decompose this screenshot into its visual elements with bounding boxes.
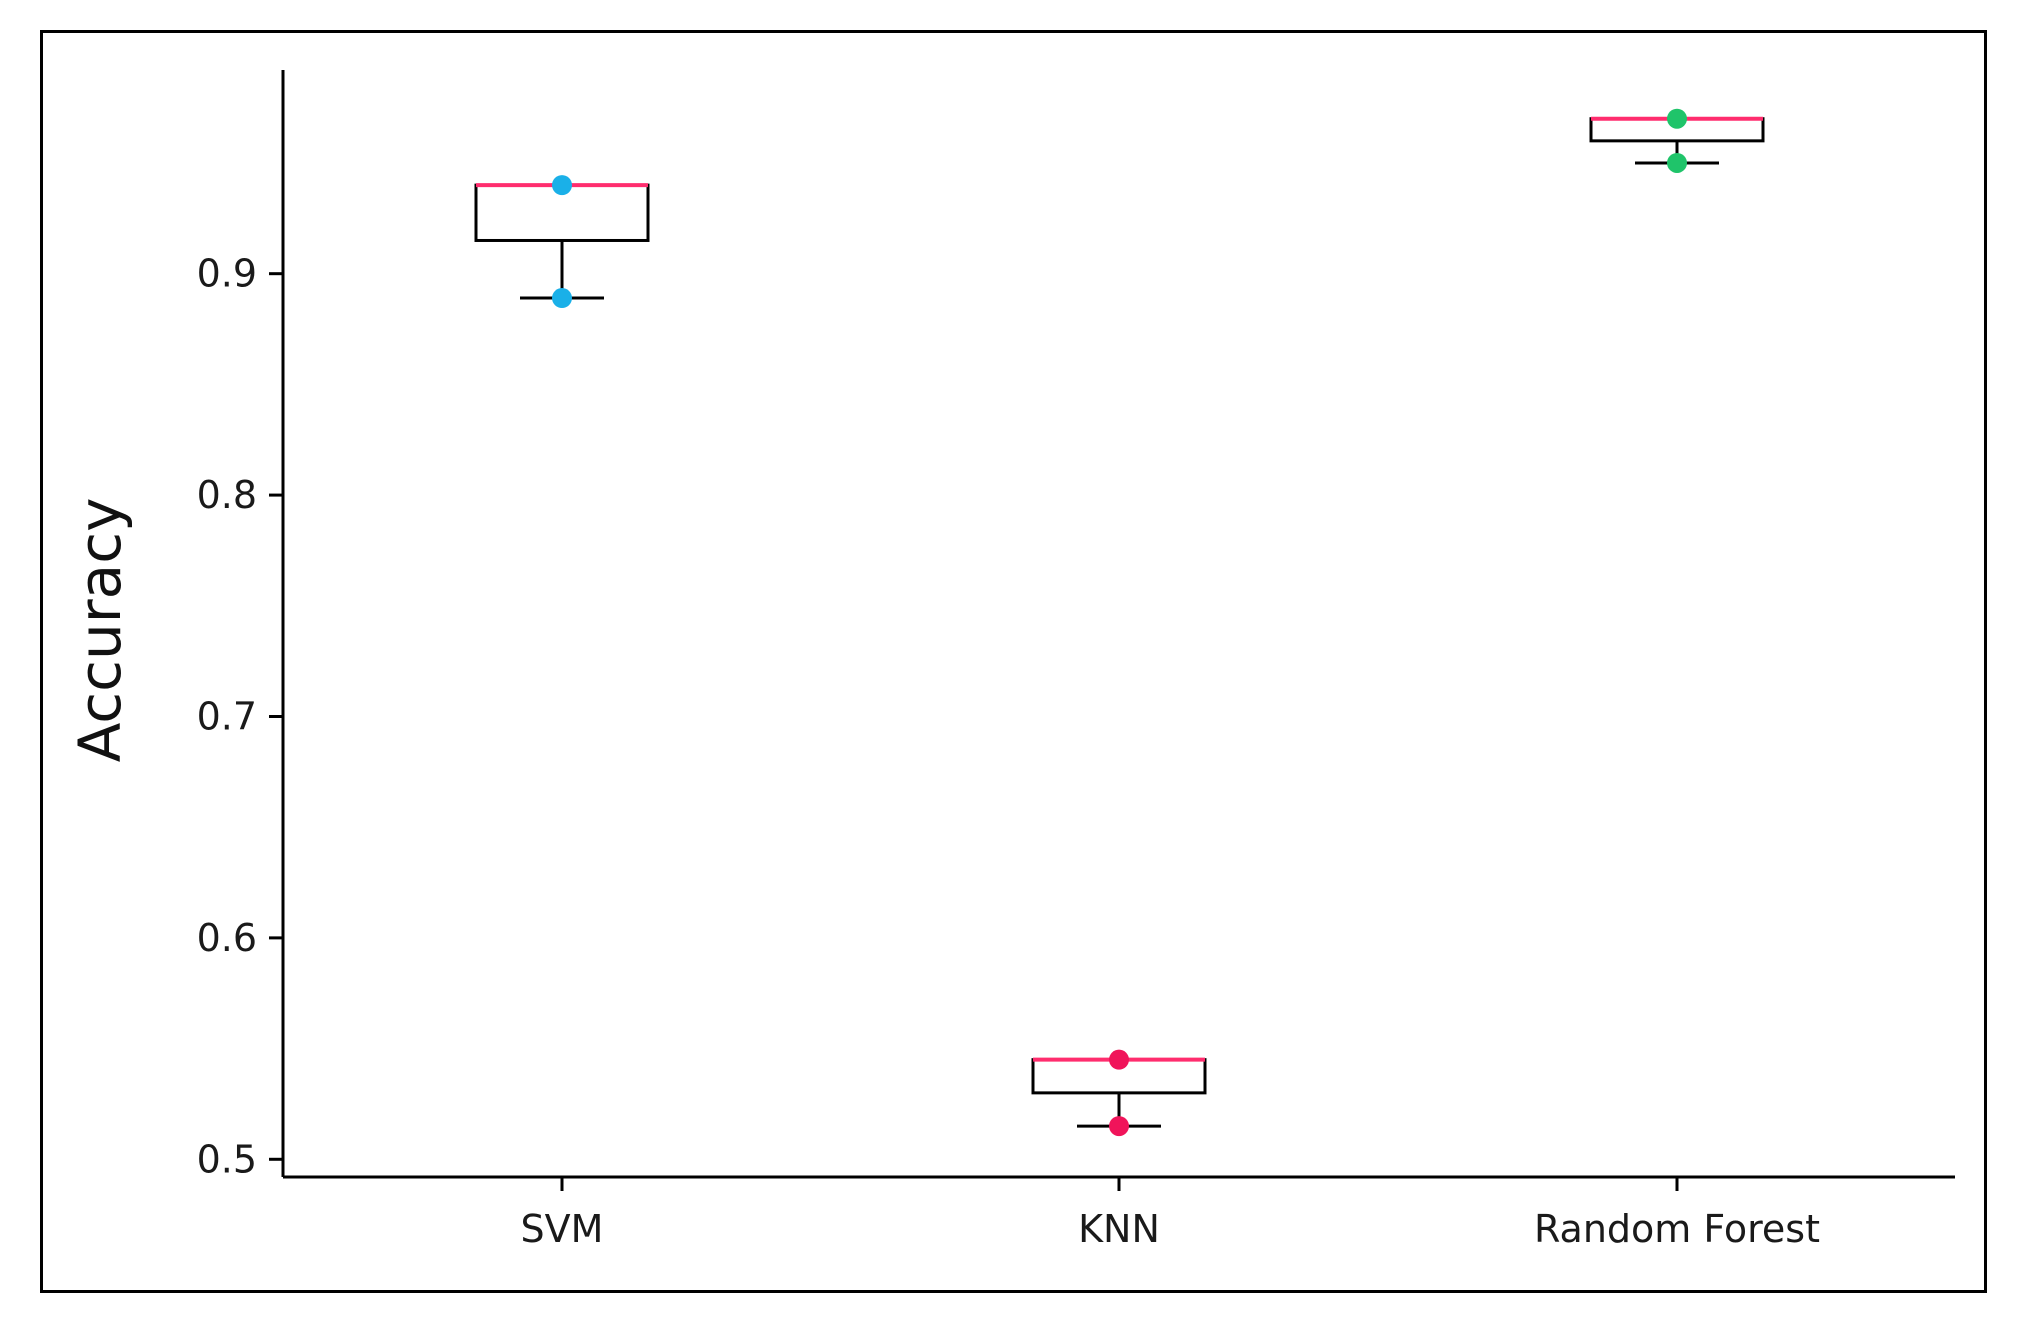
axes: 0.5 0.6 0.7 0.8 0.9 SVM KNN Random Forest — [197, 70, 1955, 1251]
box-random-forest — [1589, 108, 1765, 173]
figure-frame — [40, 30, 1987, 1293]
y-tick-label-0: 0.5 — [197, 1137, 257, 1181]
y-axis-title: Accuracy — [66, 498, 134, 763]
y-tick-label-4: 0.9 — [197, 252, 257, 296]
y-tick-label-3: 0.8 — [197, 473, 257, 517]
x-tick-label-0: SVM — [521, 1207, 604, 1251]
box-knn — [1031, 1049, 1207, 1137]
y-tick-label-2: 0.7 — [197, 694, 257, 738]
data-point-1 — [1667, 152, 1687, 173]
box-svm — [474, 175, 650, 309]
x-tick-label-1: KNN — [1078, 1207, 1160, 1251]
boxes — [474, 108, 1765, 1137]
y-tick-label-1: 0.6 — [197, 916, 257, 960]
data-point-1 — [552, 288, 572, 309]
data-point-0 — [1109, 1049, 1129, 1070]
x-tick-label-2: Random Forest — [1534, 1207, 1820, 1251]
data-point-0 — [1667, 108, 1687, 129]
data-point-0 — [552, 175, 572, 196]
data-point-1 — [1109, 1116, 1129, 1137]
